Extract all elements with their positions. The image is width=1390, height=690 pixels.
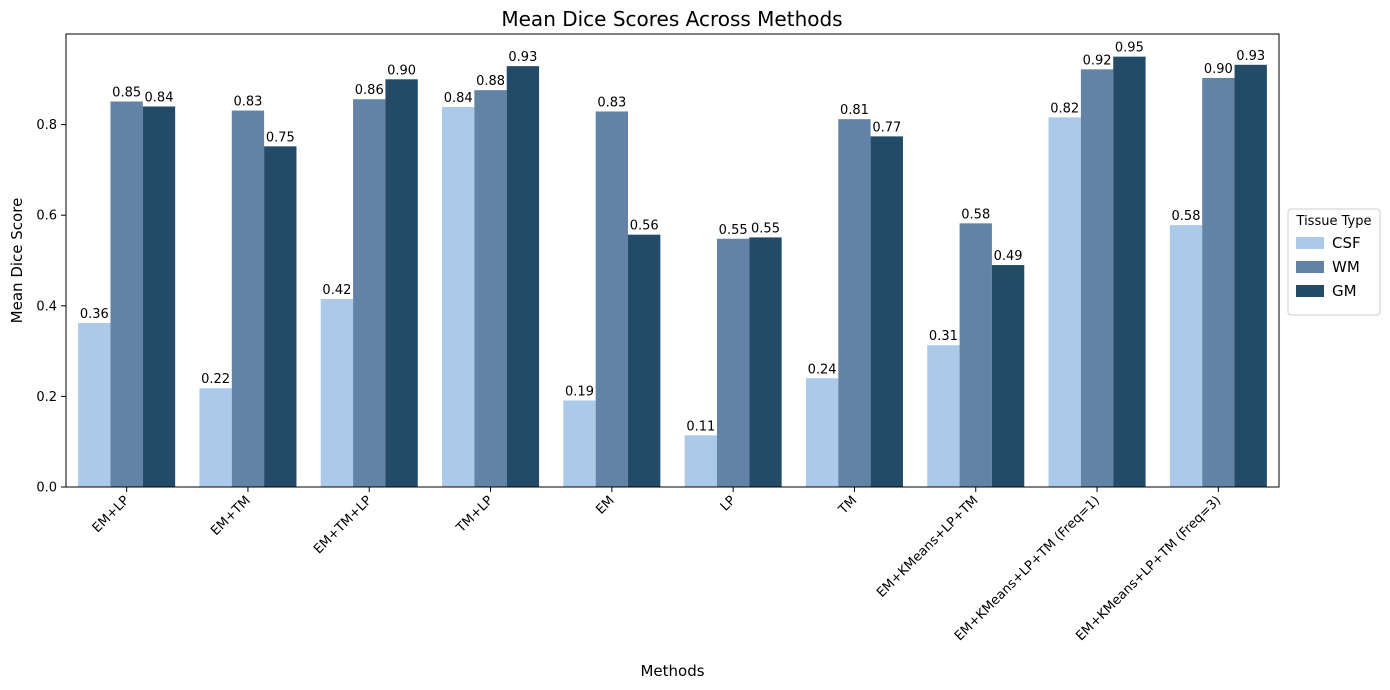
bar-wm-7 (959, 223, 992, 487)
y-tick-label-1: 0.2 (36, 390, 57, 405)
data-label-gm-0: 0.84 (145, 90, 174, 105)
bar-gm-8 (1113, 56, 1146, 488)
plot-frame (65, 33, 1280, 488)
bar-gm-2 (385, 79, 418, 488)
bar-gm-1 (264, 146, 297, 487)
data-label-wm-2: 0.86 (355, 83, 384, 98)
legend-label-gm: GM (1332, 282, 1357, 300)
legend-swatch-gm (1296, 285, 1324, 297)
x-axis-label: Methods (640, 662, 704, 680)
legend-swatch-wm (1296, 261, 1324, 273)
data-label-csf-6: 0.24 (808, 362, 837, 377)
bar-wm-2 (353, 99, 386, 488)
y-axis-label: Mean Dice Score (8, 198, 26, 324)
legend-swatch-csf (1296, 237, 1324, 249)
data-label-wm-3: 0.88 (476, 74, 505, 89)
x-axis: EM+LP EM+TM EM+TM+LP TM+LP EM LP TM EM+KMeans+L… (90, 487, 1224, 644)
x-tick-label-2: EM+TM+LP (311, 493, 375, 557)
bar-csf-9 (1169, 225, 1203, 487)
data-label-wm-4: 0.83 (597, 95, 626, 110)
x-tick-label-3: TM+LP (453, 493, 496, 536)
data-label-wm-9: 0.90 (1204, 62, 1233, 77)
data-label-gm-1: 0.75 (266, 130, 295, 145)
y-axis: 0.0 0.2 0.4 0.6 0.8 (36, 118, 66, 496)
x-tick-label-8: EM+KMeans+LP+TM (Freq=1) (952, 493, 1103, 644)
bar-wm-1 (231, 110, 265, 487)
y-tick-label-2: 0.4 (36, 299, 57, 314)
bar-csf-2 (320, 299, 354, 487)
data-label-wm-0: 0.85 (112, 85, 141, 100)
legend-label-wm: WM (1332, 258, 1360, 276)
data-label-gm-5: 0.55 (751, 221, 780, 236)
data-label-csf-4: 0.19 (565, 384, 594, 399)
bar-wm-5 (716, 238, 750, 487)
bar-csf-4 (563, 400, 596, 487)
legend-items: CSF WM GM (1296, 234, 1361, 300)
data-label-csf-1: 0.22 (201, 372, 230, 387)
x-tick-label-5: LP (718, 493, 739, 514)
x-tick-label-6: TM (835, 493, 860, 518)
bar-gm-6 (870, 136, 903, 488)
bar-gm-4 (628, 234, 661, 487)
data-label-gm-2: 0.90 (387, 63, 416, 78)
bar-csf-1 (199, 388, 232, 487)
data-label-wm-7: 0.58 (961, 207, 990, 222)
bar-wm-4 (595, 111, 629, 487)
data-label-csf-9: 0.58 (1172, 209, 1201, 224)
data-label-csf-0: 0.36 (80, 307, 109, 322)
data-label-wm-8: 0.92 (1083, 53, 1112, 68)
bar-wm-8 (1080, 69, 1114, 488)
data-label-gm-8: 0.95 (1115, 41, 1144, 56)
bar-csf-8 (1048, 117, 1081, 488)
bar-csf-3 (442, 106, 475, 488)
legend-title: Tissue Type (1296, 214, 1372, 229)
data-label-gm-4: 0.56 (630, 219, 659, 234)
data-label-csf-3: 0.84 (444, 91, 473, 106)
bar-wm-9 (1202, 77, 1235, 487)
bar-csf-5 (684, 435, 717, 487)
data-label-gm-3: 0.93 (508, 50, 537, 65)
bar-gm-7 (991, 265, 1025, 487)
data-label-wm-6: 0.81 (840, 103, 869, 118)
x-tick-label-4: EM (593, 493, 617, 517)
bar-gm-5 (749, 237, 782, 487)
data-label-gm-6: 0.77 (872, 120, 901, 135)
legend-label-csf: CSF (1332, 234, 1361, 252)
x-tick-label-1: EM+TM (208, 493, 254, 539)
bar-wm-3 (474, 90, 507, 487)
bar-gm-0 (142, 106, 176, 487)
data-label-csf-2: 0.42 (322, 283, 351, 298)
data-label-csf-8: 0.82 (1050, 101, 1079, 116)
bars-group (78, 56, 1267, 488)
x-tick-label-7: EM+KMeans+LP+TM (874, 493, 982, 601)
data-label-gm-7: 0.49 (994, 249, 1023, 264)
legend: Tissue Type CSF WM GM (1287, 208, 1381, 316)
bar-wm-0 (110, 101, 143, 487)
x-tick-label-9: EM+KMeans+LP+TM (Freq=3) (1073, 493, 1224, 644)
data-labels-group: 0.360.85 0.840.220.830.750.420.860.900.84… (80, 41, 1265, 435)
data-label-gm-9: 0.93 (1236, 49, 1265, 64)
bar-csf-0 (78, 323, 111, 487)
bar-gm-9 (1234, 64, 1267, 487)
data-label-csf-5: 0.11 (686, 419, 715, 434)
bar-gm-3 (506, 66, 540, 488)
bar-wm-6 (838, 119, 871, 487)
chart-title: Mean Dice Scores Across Methods (501, 7, 842, 31)
bar-csf-6 (805, 378, 839, 487)
y-tick-label-4: 0.8 (36, 118, 57, 133)
x-tick-label-0: EM+LP (90, 493, 133, 536)
data-label-csf-7: 0.31 (929, 329, 958, 344)
data-label-wm-1: 0.83 (233, 95, 262, 110)
y-tick-label-0: 0.0 (36, 481, 57, 496)
y-tick-label-3: 0.6 (36, 209, 57, 224)
bar-csf-7 (927, 345, 960, 487)
data-label-wm-5: 0.55 (719, 223, 748, 238)
